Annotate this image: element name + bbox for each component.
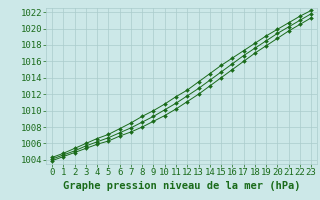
- X-axis label: Graphe pression niveau de la mer (hPa): Graphe pression niveau de la mer (hPa): [63, 181, 300, 191]
